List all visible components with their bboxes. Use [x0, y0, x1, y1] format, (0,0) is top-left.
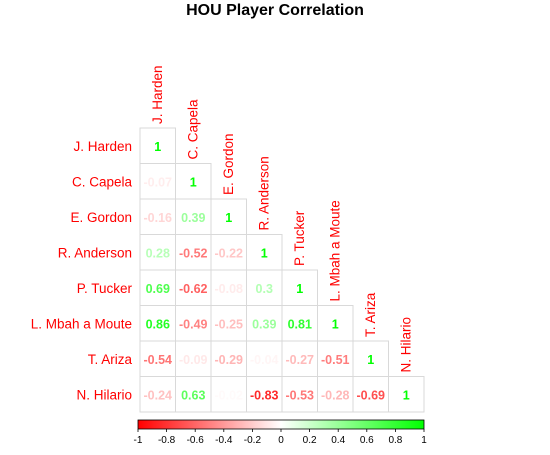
row-label-3: R. Anderson: [58, 245, 132, 260]
cell-value-5-0: 0.86: [146, 317, 170, 331]
cell-6-0: [139, 340, 176, 377]
cell-value-7-6: -0.69: [357, 388, 386, 402]
cell-value-2-0: -0.16: [144, 211, 173, 225]
column-label-0: J. Harden: [150, 65, 165, 124]
colorbar-tick-label-2: -0.6: [187, 435, 205, 446]
cell-1-0: [139, 163, 176, 200]
cell-value-5-1: -0.49: [179, 317, 208, 331]
cell-value-6-1: -0.09: [179, 353, 208, 367]
cell-value-4-3: 0.3: [256, 282, 273, 296]
colorbar-tick-label-0: -1: [134, 435, 143, 446]
cell-3-3: [246, 234, 283, 271]
cell-value-6-5: -0.51: [321, 353, 350, 367]
cell-2-2: [210, 198, 247, 235]
cells-group: 1 -0.07 1 -0.16 0.39 1 0.28 -0.52 -0.22 1 0.69 -0.6…: [139, 127, 425, 413]
cell-value-7-0: -0.24: [144, 388, 173, 402]
cell-3-1: [175, 234, 212, 271]
colorbar-tick-label-3: -0.4: [215, 435, 233, 446]
cell-5-5: [317, 305, 354, 342]
cell-value-0-0: 1: [154, 140, 161, 154]
row-label-1: C. Capela: [72, 174, 133, 189]
cell-value-7-2: -0.02: [215, 388, 244, 402]
cell-value-7-4: -0.53: [286, 388, 315, 402]
cell-value-5-3: 0.39: [252, 317, 276, 331]
column-label-5: L. Mbah a Moute: [327, 200, 342, 301]
cell-value-3-0: 0.28: [146, 246, 170, 260]
colorbar-tick-label-10: 1: [421, 435, 427, 446]
cell-7-2: [210, 376, 247, 413]
cell-value-2-2: 1: [225, 211, 232, 225]
cell-5-2: [210, 305, 247, 342]
cell-value-6-6: 1: [367, 353, 374, 367]
cell-value-6-0: -0.54: [144, 353, 173, 367]
cell-6-6: [352, 340, 389, 377]
colorbar-tick-label-9: 0.8: [388, 435, 402, 446]
cell-value-6-4: -0.27: [286, 353, 315, 367]
cell-value-3-2: -0.22: [215, 246, 244, 260]
colorbar-gradient: [137, 419, 425, 430]
row-label-5: L. Mbah a Moute: [31, 316, 132, 331]
cell-value-2-1: 0.39: [181, 211, 205, 225]
cell-value-7-1: 0.63: [181, 388, 205, 402]
cell-value-7-5: -0.28: [321, 388, 350, 402]
cell-4-1: [175, 269, 212, 306]
cell-value-3-1: -0.52: [179, 246, 208, 260]
cell-value-5-5: 1: [332, 317, 339, 331]
cell-0-0: [139, 127, 176, 164]
cell-4-3: [246, 269, 283, 306]
cell-value-3-3: 1: [261, 246, 268, 260]
cell-5-1: [175, 305, 212, 342]
row-label-2: E. Gordon: [70, 210, 132, 225]
colorbar: -1 -0.8 -0.6 -0.4 -0.2 0 0.2 0.4 0.6 0.8 1: [134, 419, 427, 446]
column-label-7: N. Hilario: [398, 317, 413, 373]
cell-value-7-7: 1: [403, 388, 410, 402]
row-label-7: N. Hilario: [76, 387, 132, 402]
cell-5-4: [281, 305, 318, 342]
column-label-1: C. Capela: [185, 99, 200, 160]
column-label-6: T. Ariza: [363, 292, 378, 337]
colorbar-tick-label-8: 0.6: [360, 435, 374, 446]
row-labels-group: J. Harden C. Capela E. Gordon R. Anderson P.…: [31, 139, 133, 403]
cell-7-0: [139, 376, 176, 413]
cell-6-5: [317, 340, 354, 377]
cell-value-7-3: -0.83: [250, 388, 279, 402]
cell-value-6-3: -0.04: [250, 353, 279, 367]
cell-value-4-1: -0.62: [179, 282, 208, 296]
colorbar-tick-label-1: -0.8: [158, 435, 176, 446]
cell-value-4-2: -0.08: [215, 282, 244, 296]
chart-title: HOU Player Correlation: [186, 2, 364, 19]
cell-value-5-2: -0.25: [215, 317, 244, 331]
row-label-0: J. Harden: [73, 139, 132, 154]
colorbar-tick-label-5: 0: [278, 435, 284, 446]
cell-6-1: [175, 340, 212, 377]
cell-7-5: [317, 376, 354, 413]
cell-7-7: [388, 376, 425, 413]
colorbar-tick-label-6: 0.2: [303, 435, 317, 446]
column-labels-group: J. Harden C. Capela E. Gordon R. Anderson P.…: [150, 65, 414, 372]
column-label-2: E. Gordon: [221, 133, 236, 195]
cell-value-5-4: 0.81: [288, 317, 312, 331]
cell-value-1-1: 1: [190, 175, 197, 189]
colorbar-tick-label-4: -0.2: [244, 435, 262, 446]
colorbar-tick-label-7: 0.4: [331, 435, 345, 446]
column-label-4: P. Tucker: [292, 210, 307, 266]
column-label-3: R. Anderson: [256, 156, 271, 230]
cell-value-4-4: 1: [296, 282, 303, 296]
row-label-6: T. Ariza: [88, 352, 133, 367]
cell-value-4-0: 0.69: [146, 282, 170, 296]
cell-7-6: [352, 376, 389, 413]
cell-value-6-2: -0.29: [215, 353, 244, 367]
cell-value-1-0: -0.07: [144, 175, 173, 189]
cell-5-0: [139, 305, 176, 342]
cell-5-3: [246, 305, 283, 342]
row-label-4: P. Tucker: [77, 281, 133, 296]
